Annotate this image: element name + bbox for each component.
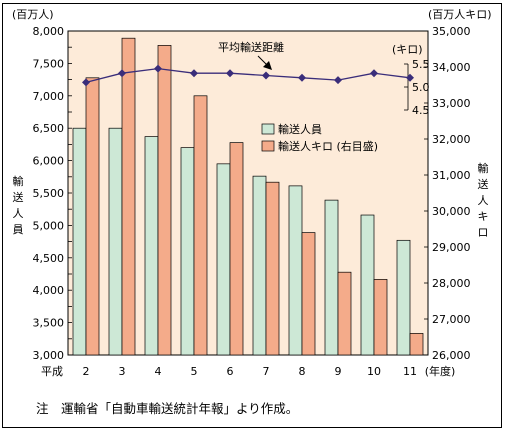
x-tick-label: 8: [299, 365, 306, 378]
bar-passenger-km: [265, 181, 280, 356]
x-tick-label: 7: [263, 365, 270, 378]
line-point-marker: [298, 73, 306, 82]
bar-passengers: [108, 127, 123, 356]
inner-tick-label: 5.5: [412, 58, 430, 71]
x-prefix-label: 平成: [41, 365, 63, 378]
inner-tick-label: 5.0: [412, 81, 430, 94]
bar-passenger-km: [373, 279, 388, 356]
left-axis-title-char: 員: [13, 223, 24, 236]
right-tick-label: 31,000: [432, 169, 471, 182]
x-tick-label: 3: [119, 365, 126, 378]
bar-passengers: [180, 147, 195, 356]
left-tick-label: 7,500: [33, 57, 65, 70]
right-axis-title-char: 人: [478, 194, 489, 207]
bar-passenger-km: [337, 271, 352, 356]
left-tick-label: 6,000: [33, 155, 65, 168]
left-tick-label: 4,000: [33, 284, 65, 297]
x-tick-label: 10: [367, 365, 381, 378]
bar-passengers: [396, 239, 411, 356]
inner-tick-label: 4.5: [412, 104, 430, 117]
left-tick-label: 5,000: [33, 219, 65, 232]
right-tick-label: 32,000: [432, 133, 471, 146]
left-axis-title-char: 人: [13, 207, 24, 220]
annotation-arrowhead: [263, 61, 272, 70]
bar-passenger-km: [85, 77, 100, 356]
source-note: 注 運輸省「自動車輸送統計年報」より作成。: [36, 401, 299, 416]
left-tick-label: 4,500: [33, 252, 65, 265]
left-axis-unit: (百万人): [12, 8, 54, 21]
right-tick-label: 27,000: [432, 313, 471, 326]
left-tick-label: 6,500: [33, 122, 65, 135]
bar-passengers: [288, 185, 303, 356]
legend-swatch: [261, 140, 275, 152]
right-tick-label: 29,000: [432, 241, 471, 254]
bar-passengers: [360, 214, 375, 356]
left-tick-label: 3,500: [33, 317, 65, 330]
line-point-marker: [262, 71, 270, 80]
right-tick-label: 33,000: [432, 97, 471, 110]
right-tick-label: 30,000: [432, 205, 471, 218]
line-point-marker: [334, 76, 342, 85]
bar-passenger-km: [157, 45, 172, 356]
line-point-marker: [190, 69, 198, 78]
left-tick-label: 8,000: [33, 25, 65, 38]
left-tick-label: 5,500: [33, 187, 65, 200]
left-tick-label: 3,000: [33, 349, 65, 362]
legend-swatch: [261, 123, 275, 135]
x-tick-label: 6: [227, 365, 234, 378]
legend-label: 輸送人員: [278, 122, 322, 136]
right-axis-title-char: キ: [478, 210, 489, 223]
x-tick-label: 11: [403, 365, 417, 378]
line-annotation: 平均輸送距離: [218, 40, 284, 54]
left-tick-label: 7,000: [33, 90, 65, 103]
legend-label: 輸送人キロ (右目盛): [278, 139, 378, 153]
bar-passenger-km: [121, 37, 136, 356]
x-tick-label: 4: [155, 365, 162, 378]
bar-passengers: [252, 175, 267, 356]
bar-passenger-km: [301, 232, 316, 356]
line-avg-distance: [85, 67, 411, 84]
line-point-marker: [370, 69, 378, 78]
right-axis-unit: (百万人キロ): [428, 8, 492, 21]
bar-passenger-km: [193, 95, 208, 356]
bar-passenger-km: [409, 333, 424, 356]
right-tick-label: 35,000: [432, 25, 471, 38]
x-tick-label: 5: [191, 365, 198, 378]
x-tick-label: 9: [335, 365, 342, 378]
x-tick-label: 2: [83, 365, 90, 378]
line-point-marker: [82, 78, 90, 87]
x-unit-label: (年度): [425, 364, 456, 378]
line-point-marker: [406, 73, 414, 82]
bar-passengers: [144, 136, 159, 356]
inner-axis-unit: (キロ): [392, 43, 423, 56]
bar-passengers: [324, 199, 339, 356]
bar-passengers: [72, 127, 87, 356]
right-axis-title-char: ロ: [478, 226, 489, 239]
right-axis-title-char: 輸: [478, 161, 489, 175]
left-axis-title-char: 輸: [13, 174, 24, 188]
line-point-marker: [118, 69, 126, 78]
bar-passengers: [216, 163, 231, 356]
line-point-marker: [154, 64, 162, 73]
right-tick-label: 28,000: [432, 277, 471, 290]
left-axis-title-char: 送: [13, 190, 24, 204]
right-axis-title-char: 送: [478, 177, 489, 191]
bar-passenger-km: [229, 142, 244, 356]
right-tick-label: 34,000: [432, 61, 471, 74]
right-tick-label: 26,000: [432, 349, 471, 362]
line-point-marker: [226, 69, 234, 78]
